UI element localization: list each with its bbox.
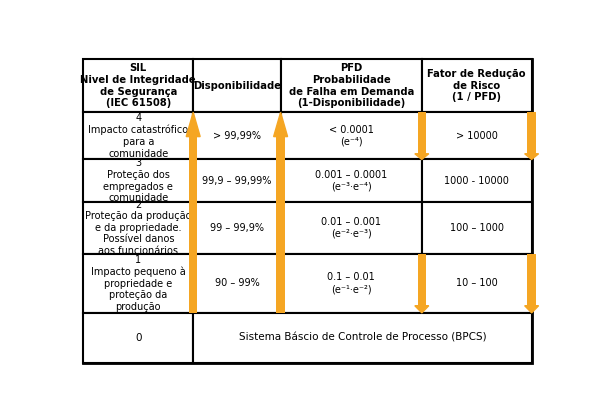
Bar xyxy=(281,202,422,254)
Bar xyxy=(83,202,193,254)
Bar xyxy=(422,59,532,112)
Bar xyxy=(83,59,193,112)
Polygon shape xyxy=(186,112,200,137)
Text: 3
Proteção dos
empregados e
comunidade: 3 Proteção dos empregados e comunidade xyxy=(103,158,173,203)
Text: Fator de Redução
de Risco
(1 / PFD): Fator de Redução de Risco (1 / PFD) xyxy=(427,69,526,102)
Bar xyxy=(527,254,536,306)
Bar xyxy=(418,112,426,154)
Polygon shape xyxy=(524,154,539,159)
Text: < 0.0001
(e⁻⁴): < 0.0001 (e⁻⁴) xyxy=(329,125,374,147)
Bar xyxy=(83,254,193,313)
Text: 99 – 99,9%: 99 – 99,9% xyxy=(210,223,264,233)
Text: 0.01 – 0.001
(e⁻²·e⁻³): 0.01 – 0.001 (e⁻²·e⁻³) xyxy=(321,217,381,239)
Text: 0: 0 xyxy=(135,333,142,343)
Bar xyxy=(193,112,281,159)
Text: 90 – 99%: 90 – 99% xyxy=(215,278,259,288)
Bar xyxy=(193,254,281,313)
Text: Disponibilidade: Disponibilidade xyxy=(193,81,281,91)
Text: PFD
Probabilidade
de Falha em Demanda
(1-Disponibilidade): PFD Probabilidade de Falha em Demanda (1… xyxy=(289,64,414,108)
Bar xyxy=(83,112,193,159)
Text: 0.1 – 0.01
(e⁻¹·e⁻²): 0.1 – 0.01 (e⁻¹·e⁻²) xyxy=(328,273,375,294)
Text: > 10000: > 10000 xyxy=(456,131,497,141)
Text: 1
Impacto pequeno à
propriedade e
proteção da
produção: 1 Impacto pequeno à propriedade e proteç… xyxy=(91,255,185,312)
Text: SIL
Nivel de Integridade
de Segurança
(IEC 61508): SIL Nivel de Integridade de Segurança (I… xyxy=(80,64,196,108)
Polygon shape xyxy=(415,306,429,313)
Bar xyxy=(527,112,536,154)
Text: 4
Impacto catastrófico
para a
comunidade: 4 Impacto catastrófico para a comunidade xyxy=(88,113,188,158)
Polygon shape xyxy=(524,306,539,313)
Bar xyxy=(281,159,422,202)
Bar xyxy=(281,112,422,159)
Text: 2
Proteção da produção
e da propriedade.
Possível danos
aos funcionários: 2 Proteção da produção e da propriedade.… xyxy=(85,200,191,256)
Text: 10 – 100: 10 – 100 xyxy=(456,278,497,288)
Bar xyxy=(422,112,532,159)
Bar xyxy=(422,159,532,202)
Bar xyxy=(193,59,281,112)
Bar xyxy=(281,59,422,112)
Polygon shape xyxy=(415,154,429,159)
Bar xyxy=(418,254,426,306)
Bar xyxy=(193,159,281,202)
Text: > 99,99%: > 99,99% xyxy=(213,131,261,141)
Text: 0.001 – 0.0001
(e⁻³·e⁻⁴): 0.001 – 0.0001 (e⁻³·e⁻⁴) xyxy=(315,170,388,191)
Bar xyxy=(83,159,193,202)
Bar xyxy=(422,202,532,254)
Text: 100 – 1000: 100 – 1000 xyxy=(450,223,504,233)
Bar xyxy=(83,313,193,363)
Text: Sistema Báscio de Controle de Processo (BPCS): Sistema Báscio de Controle de Processo (… xyxy=(239,333,486,343)
Polygon shape xyxy=(274,112,287,137)
Text: 99,9 – 99,99%: 99,9 – 99,99% xyxy=(202,176,272,186)
Bar xyxy=(193,313,532,363)
Bar xyxy=(281,254,422,313)
Text: 1000 - 10000: 1000 - 10000 xyxy=(444,176,509,186)
Bar xyxy=(193,202,281,254)
Bar xyxy=(189,137,197,313)
Bar xyxy=(422,254,532,313)
Bar xyxy=(277,137,285,313)
